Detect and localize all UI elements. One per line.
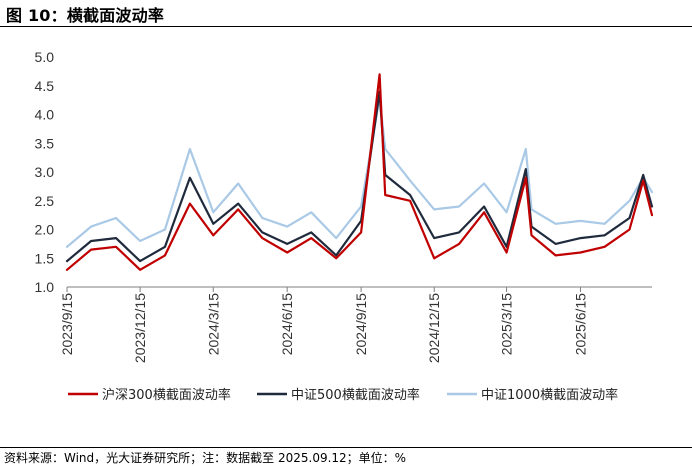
x-tick-label: 2024/12/15 — [426, 293, 442, 363]
y-tick-label: 3.5 — [35, 135, 55, 151]
y-tick-label: 5.0 — [35, 49, 55, 65]
series-line-1 — [65, 73, 654, 271]
y-tick-label: 3.0 — [35, 164, 55, 180]
x-tick-label: 2023/9/15 — [59, 293, 75, 355]
x-tick-label: 2024/3/15 — [205, 293, 221, 355]
legend: 沪深300横截面波动率 中证500横截面波动率 中证1000横截面波动率 — [68, 387, 618, 403]
y-tick-label: 2.5 — [35, 193, 55, 209]
x-tick-label: 2025/6/15 — [572, 293, 588, 355]
x-tick-label: 2024/6/15 — [279, 293, 295, 355]
legend-label: 中证500横截面波动率 — [291, 387, 420, 403]
source-note: 资料来源：Wind，光大证券研究所；注：数据截至 2025.09.12；单位：% — [4, 451, 407, 465]
figure-title: 图 10：横截面波动率 — [6, 6, 165, 25]
x-tick-label: 2023/12/15 — [132, 293, 148, 363]
x-tick-label: 2024/9/15 — [353, 293, 369, 355]
legend-label: 中证1000横截面波动率 — [481, 387, 618, 403]
y-tick-label: 4.0 — [35, 107, 55, 123]
legend-label: 沪深300横截面波动率 — [102, 387, 231, 403]
y-tick-label: 2.0 — [35, 222, 55, 238]
y-tick-label: 1.0 — [35, 279, 55, 295]
top-rule — [0, 26, 692, 27]
y-tick-label: 4.5 — [35, 78, 55, 94]
y-tick-label: 1.5 — [35, 250, 55, 266]
bottom-rule — [0, 447, 692, 448]
series-line-2 — [65, 90, 654, 263]
plot-area — [65, 73, 654, 271]
x-tick-label: 2025/3/15 — [499, 293, 515, 355]
line-chart: 1.0 1.5 2.0 2.5 3.0 3.5 4.0 4.5 5.0 2023/9/15 2023… — [35, 49, 654, 403]
axes: 1.0 1.5 2.0 2.5 3.0 3.5 4.0 4.5 5.0 2023/9/15 2023… — [35, 49, 652, 363]
